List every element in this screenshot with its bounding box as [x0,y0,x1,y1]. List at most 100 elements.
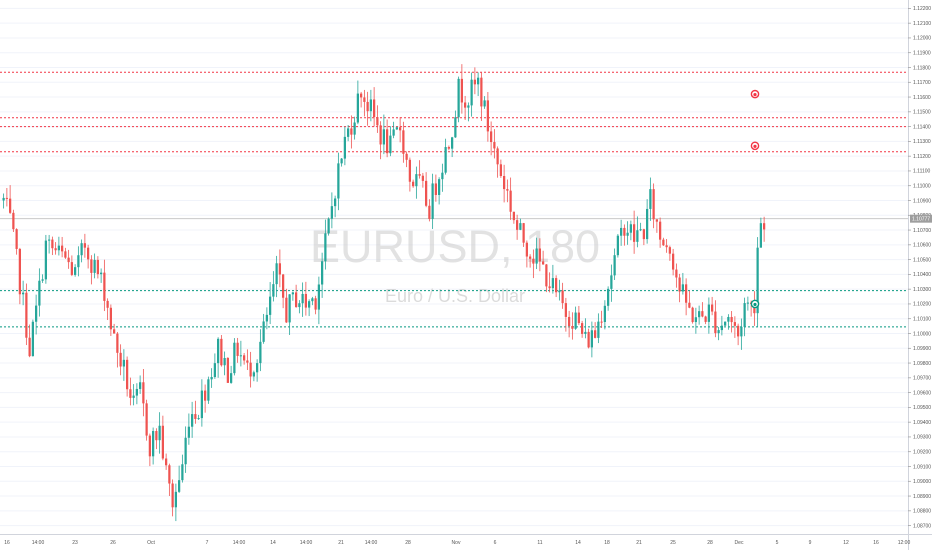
candle-body [54,248,57,251]
candle-body [44,240,47,280]
candle-body [412,181,415,187]
candle-body [431,183,434,219]
candle-body [613,255,616,276]
candle-body [57,245,60,251]
time-tick-label: 28 [405,540,411,546]
candle-body [516,220,519,230]
alert-marker-dot [753,302,757,307]
candle-body [77,255,80,268]
candle-body [698,311,701,318]
red-alert-marker[interactable] [750,141,760,151]
candle-body [48,239,51,241]
time-tick-label: 14 [270,540,276,546]
price-tick-label: 1.09200 [913,450,931,456]
candle-body [753,303,756,314]
candle-body [551,278,554,289]
candle-body [119,352,122,367]
candle-body [363,97,366,102]
candle-body [31,321,34,357]
candle-body [646,208,649,240]
time-tick-label: 25 [670,540,676,546]
price-tick-label: 1.11100 [913,169,931,175]
candle-body [239,355,242,357]
candle-body [639,229,642,231]
candle-body [538,248,541,262]
candle-body [256,363,259,373]
price-axis[interactable]: 1.12200 1.12100 1.12000 1.11900 1.11800 1.117… [908,0,932,550]
candle-body [113,329,116,334]
candle-body [717,330,720,334]
candle-body [600,321,603,323]
alert-marker-dot [753,93,757,97]
candle-body [438,179,441,195]
candle-body [28,337,31,357]
candle-body [519,223,522,230]
candle-body [236,342,239,356]
candle-body [714,311,717,334]
candle-body [425,180,428,206]
candle-body [12,212,15,230]
watermark-symbol: EURUSD, 180 [310,221,600,272]
candle-body [756,247,759,314]
candle-body [704,316,707,322]
candle-body [282,274,285,298]
candle-body [581,323,584,334]
candle-body [132,395,135,398]
candle-body [317,284,320,310]
candle-body [252,372,255,377]
candle-body [590,330,593,348]
time-tick-label: 28 [707,540,713,546]
last-price-label: 1.10777 [912,216,930,222]
candle-body [574,312,577,329]
candle-body [64,251,67,258]
candle-body [737,325,740,337]
candle-body [418,174,421,176]
candle-body [382,129,385,145]
time-tick-label: Nov [452,540,461,546]
candle-body [402,130,405,154]
candle-body [61,245,64,252]
candle-body [428,205,431,219]
alert-markers[interactable] [750,89,760,309]
candle-body [584,331,587,334]
candle-body [324,233,327,262]
time-tick-label: 7 [206,540,209,546]
candle-body [38,280,41,306]
time-axis[interactable]: 16 14:00 23 26 Oct 7 14:00 14 14:00 21 14:00 28 Nov 6… [0,534,932,550]
candle-body [18,248,21,295]
time-tick-label: 14 [575,540,581,546]
candle-body [369,99,372,112]
time-axis-background [0,534,908,550]
candle-body [9,198,12,213]
price-tick-label: 1.11000 [913,184,931,190]
price-tick-label: 1.11800 [913,65,931,71]
candle-body [441,172,444,180]
candle-body [620,227,623,236]
last-price-badge-bg [910,214,932,223]
candle-body [327,218,330,234]
candle-body [83,243,86,248]
price-tick-label: 1.09800 [913,361,931,367]
candle-body [187,426,190,438]
time-tick-label: 12:00 [898,540,911,546]
candle-body [457,78,460,118]
candle-body [499,164,502,177]
price-tick-label: 1.09000 [913,479,931,485]
candle-body [740,326,743,337]
candle-body [67,257,70,263]
price-tick-label: 1.11700 [913,80,931,86]
candle-body [213,363,216,378]
candle-body [525,242,528,257]
candle-body [587,331,590,348]
candle-body [2,197,5,201]
candle-body [444,147,447,173]
candle-body [665,245,668,248]
candle-body [633,224,636,242]
candle-body [542,261,545,265]
green-alert-marker[interactable] [750,299,760,309]
red-alert-marker[interactable] [750,89,760,99]
candle-body [477,77,480,85]
candle-body [522,223,525,243]
